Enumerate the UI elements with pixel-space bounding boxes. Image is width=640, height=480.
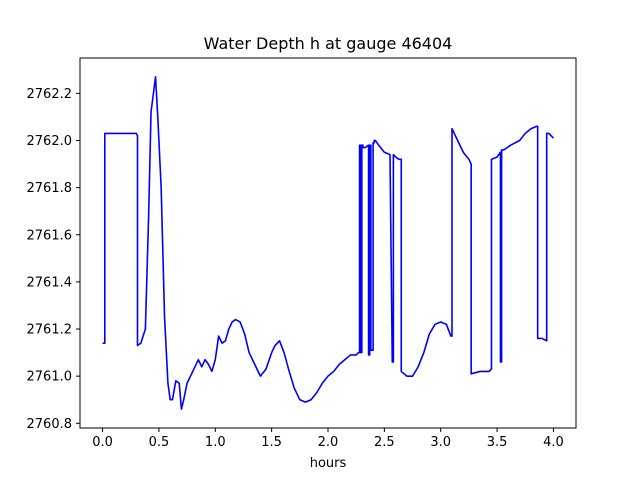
plot-layer — [102, 76, 555, 410]
x-tick-label: 0.5 — [149, 435, 170, 450]
x-tick-label: 2.0 — [318, 435, 339, 450]
x-axis: 0.0 0.5 1.0 1.5 2.0 2.5 3.0 3.5 4.0 — [92, 428, 564, 450]
y-tick-label: 2761.8 — [27, 181, 73, 196]
x-tick-label: 2.5 — [374, 435, 395, 450]
y-tick-label: 2762.0 — [27, 134, 73, 149]
x-axis-label: hours — [310, 456, 347, 471]
x-tick-label: 3.5 — [487, 435, 508, 450]
x-tick-label: 1.5 — [261, 435, 282, 450]
y-tick-label: 2761.4 — [27, 275, 73, 290]
y-axis: 2760.8 2761.0 2761.2 2761.4 2761.6 2761.8 2762… — [27, 87, 80, 432]
x-tick-label: 1.0 — [205, 435, 226, 450]
y-tick-label: 2762.2 — [27, 87, 73, 102]
y-tick-label: 2761.0 — [27, 370, 73, 385]
x-tick-label: 3.0 — [430, 435, 451, 450]
y-tick-label: 2760.8 — [27, 417, 73, 432]
chart-title: Water Depth h at gauge 46404 — [204, 34, 453, 53]
x-tick-label: 4.0 — [543, 435, 564, 450]
y-tick-label: 2761.2 — [27, 323, 73, 338]
series-line-0 — [102, 76, 555, 410]
y-tick-label: 2761.6 — [27, 228, 73, 243]
x-tick-label: 0.0 — [92, 435, 113, 450]
